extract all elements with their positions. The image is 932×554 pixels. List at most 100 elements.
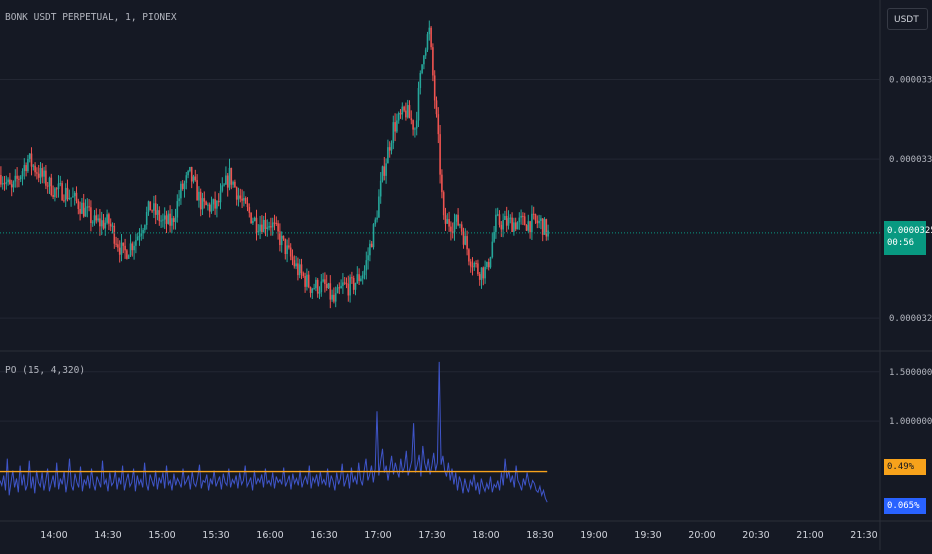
candle-body	[345, 282, 348, 284]
candle-body	[498, 214, 501, 225]
candle-body	[228, 167, 231, 188]
candle-body	[361, 275, 364, 279]
x-tick-label: 18:00	[472, 530, 499, 541]
candle-body	[298, 264, 301, 276]
candle-body	[295, 263, 297, 267]
x-tick-label: 20:00	[688, 530, 715, 541]
candle-body	[477, 263, 479, 275]
oscillator-value-tag: 0.065%	[884, 498, 926, 514]
candle-body	[306, 274, 308, 287]
candle-body	[428, 27, 431, 35]
candle-body	[480, 267, 483, 280]
candle-body	[405, 110, 407, 118]
candle-body	[180, 183, 182, 199]
candle-body	[487, 262, 490, 268]
candle-body	[235, 187, 238, 200]
candle-body	[486, 262, 488, 267]
candle-body	[90, 207, 92, 223]
candle-body	[194, 176, 197, 181]
x-tick-label: 21:00	[796, 530, 823, 541]
candle-body	[198, 191, 200, 201]
candle-body	[381, 166, 384, 181]
candle-body	[334, 293, 337, 302]
candle-body	[516, 222, 519, 230]
candle-body	[100, 220, 103, 227]
candle-body	[86, 206, 89, 208]
candle-body	[520, 215, 522, 218]
candle-body	[311, 288, 314, 293]
candle-body	[513, 222, 515, 232]
candle-body	[190, 166, 193, 182]
candle-body	[174, 217, 177, 222]
candle-body	[379, 180, 382, 197]
candle-body	[115, 243, 117, 245]
candle-body	[324, 279, 326, 284]
candle-body	[502, 220, 504, 230]
main-y-tick-label: 0.000032000	[889, 314, 932, 324]
candle-body	[360, 278, 362, 281]
countdown-timer: 00:56	[887, 238, 915, 248]
candle-body	[383, 166, 386, 176]
candle-body	[464, 236, 467, 245]
candle-body	[291, 256, 294, 261]
candle-body	[277, 223, 279, 232]
candle-body	[442, 192, 445, 216]
candle-body	[451, 231, 454, 233]
candle-body	[46, 185, 49, 187]
candle-body	[61, 183, 63, 201]
candle-body	[316, 279, 319, 294]
candle-body	[448, 219, 450, 227]
x-tick-label: 18:30	[526, 530, 553, 541]
candle-body	[248, 207, 251, 213]
x-tick-label: 14:00	[40, 530, 67, 541]
candle-body	[315, 279, 317, 289]
candle-body	[286, 245, 288, 254]
candle-body	[406, 105, 409, 118]
candle-body	[322, 279, 324, 282]
candle-body	[437, 114, 440, 135]
candle-body	[237, 195, 240, 200]
candle-body	[547, 230, 549, 237]
candle-body	[415, 120, 418, 129]
candle-body	[343, 282, 346, 284]
last-price-value: 0.000032536	[887, 226, 932, 236]
candle-body	[162, 219, 164, 221]
candle-body	[268, 226, 270, 228]
candle-body	[432, 47, 434, 76]
candle-body	[424, 49, 427, 56]
candle-body	[523, 216, 526, 226]
candle-body	[97, 218, 99, 221]
candle-body	[59, 183, 62, 185]
candle-body	[333, 294, 335, 302]
candle-body	[525, 225, 528, 231]
x-tick-label: 14:30	[94, 530, 121, 541]
indicator-y-tick-label: 1.500000000	[889, 368, 932, 378]
x-tick-label: 19:00	[580, 530, 607, 541]
candle-body	[387, 147, 389, 164]
candle-body	[536, 220, 539, 224]
candle-body	[300, 264, 303, 274]
candle-body	[471, 266, 474, 268]
candle-body	[279, 231, 281, 246]
candle-body	[374, 219, 377, 225]
candle-body	[219, 190, 222, 203]
x-tick-label: 20:30	[742, 530, 769, 541]
candle-body	[392, 122, 395, 144]
candle-body	[203, 198, 206, 202]
candle-body	[244, 197, 247, 204]
candle-body	[457, 214, 459, 226]
currency-button[interactable]: USDT	[887, 8, 928, 30]
candle-body	[138, 235, 141, 237]
candle-body	[282, 235, 285, 239]
candle-body	[543, 219, 546, 235]
candle-body	[325, 283, 328, 289]
candle-body	[388, 147, 391, 151]
candle-body	[167, 213, 170, 224]
candle-body	[64, 187, 67, 201]
candle-body	[172, 218, 175, 222]
candle-body	[176, 201, 179, 218]
candle-body	[408, 105, 411, 119]
candle-body	[545, 219, 548, 237]
